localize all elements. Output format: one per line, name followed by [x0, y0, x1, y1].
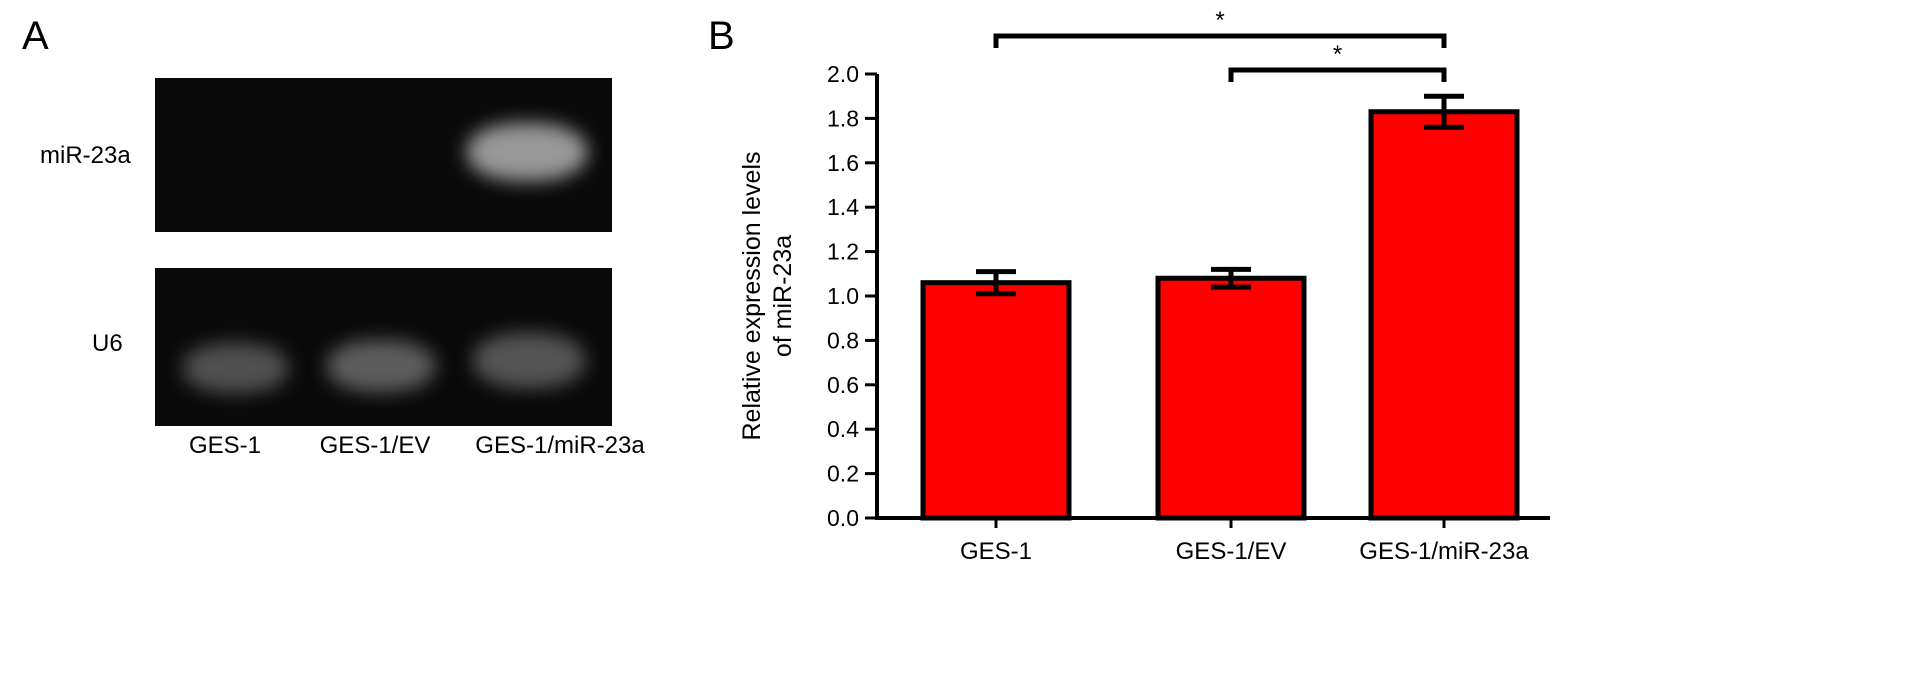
- gel-lane-label-ges1-mir23a: GES-1/miR-23a: [475, 432, 645, 459]
- x-tick-label: GES-1: [960, 538, 1032, 565]
- y-tick-label: 1.2: [827, 239, 859, 265]
- y-tick-label: 0.6: [827, 372, 859, 398]
- error-bar: [1424, 93, 1464, 130]
- y-tick-label: 1.6: [827, 150, 859, 176]
- significance-label: *: [1215, 7, 1224, 34]
- gel-lane-label-ges1: GES-1: [188, 432, 262, 459]
- gel-lane-label-ges1-ev: GES-1/EV: [319, 432, 431, 459]
- x-tick-label: GES-1/miR-23a: [1359, 538, 1529, 565]
- gel-image-mir23a: [155, 78, 612, 232]
- y-tick-label: 0.2: [827, 461, 859, 487]
- bar: [920, 280, 1072, 521]
- y-tick-label: 0.4: [827, 416, 859, 442]
- significance-bracket: [993, 33, 1447, 48]
- x-tick-label: GES-1/EV: [1176, 538, 1287, 565]
- y-tick-label: 1.0: [827, 283, 859, 309]
- bar: [1368, 109, 1520, 521]
- y-tick-label: 0.0: [827, 505, 859, 531]
- gel-row-label-u6: U6: [92, 330, 123, 357]
- y-tick-label: 2.0: [827, 61, 859, 87]
- panel-b-letter: B: [708, 14, 735, 58]
- gel-band-u6-lane3: [473, 333, 585, 388]
- significance-bracket: [1228, 67, 1447, 82]
- bar: [1155, 275, 1307, 521]
- y-tick-label: 1.8: [827, 105, 859, 131]
- gel-band-mir23a-lane3: [467, 123, 587, 181]
- significance-label: *: [1333, 41, 1342, 68]
- error-bar: [1211, 266, 1251, 290]
- error-bar: [976, 269, 1016, 297]
- y-tick-label: 1.4: [827, 194, 859, 220]
- gel-row-label-mir23a: miR-23a: [40, 142, 131, 169]
- y-axis-label: Relative expression levels of miR-23a: [738, 151, 797, 440]
- gel-image-u6: [155, 268, 612, 426]
- y-tick-label: 0.8: [827, 327, 859, 353]
- gel-band-u6-lane2: [327, 340, 435, 392]
- panel-a-letter: A: [22, 14, 49, 58]
- gel-band-u6-lane1: [183, 343, 288, 393]
